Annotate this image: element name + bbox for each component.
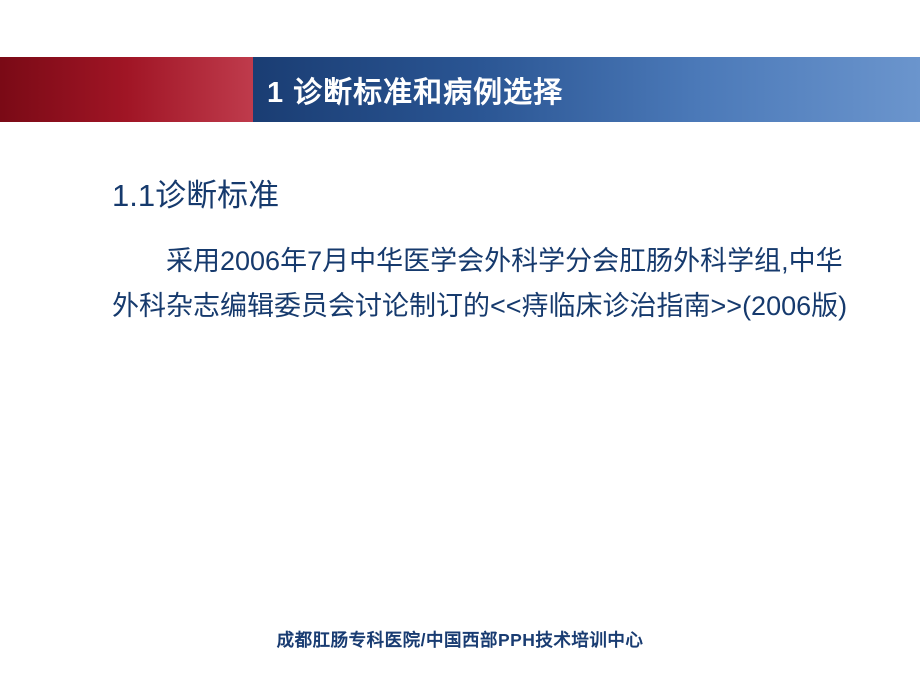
footer-text: 成都肛肠专科医院/中国西部PPH技术培训中心 — [0, 627, 920, 652]
slide: 1 诊断标准和病例选择 1.1诊断标准 采用2006年7月中华医学会外科学分会肛… — [0, 0, 920, 690]
title-band: 1 诊断标准和病例选择 — [0, 57, 920, 122]
content-area: 1.1诊断标准 采用2006年7月中华医学会外科学分会肛肠外科学组,中华外科杂志… — [112, 170, 860, 328]
title-band-left — [0, 57, 253, 122]
section-subheading: 1.1诊断标准 — [112, 170, 860, 215]
section-body: 采用2006年7月中华医学会外科学分会肛肠外科学组,中华外科杂志编辑委员会讨论制… — [112, 239, 860, 328]
title-band-right: 1 诊断标准和病例选择 — [253, 57, 920, 122]
slide-title: 1 诊断标准和病例选择 — [267, 69, 563, 111]
